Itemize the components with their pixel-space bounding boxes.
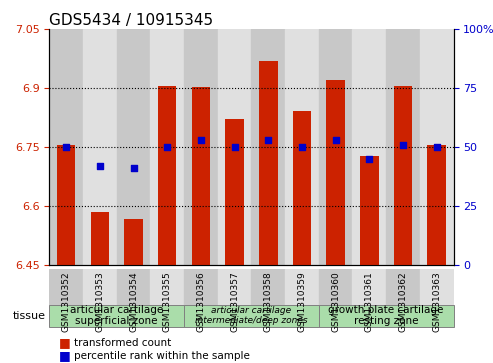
- Bar: [251, 269, 285, 327]
- Bar: [117, 269, 150, 327]
- Text: tissue: tissue: [13, 311, 46, 321]
- Bar: [420, 269, 454, 327]
- Text: GSM1310353: GSM1310353: [95, 272, 105, 332]
- FancyBboxPatch shape: [49, 305, 184, 327]
- Text: transformed count: transformed count: [74, 338, 171, 348]
- Bar: [150, 269, 184, 327]
- Bar: [117, 29, 150, 265]
- Point: [163, 144, 171, 150]
- FancyBboxPatch shape: [319, 305, 454, 327]
- Bar: [285, 29, 319, 265]
- Text: GSM1310356: GSM1310356: [196, 272, 206, 332]
- Text: articular cartilage
superficial zone: articular cartilage superficial zone: [70, 305, 163, 326]
- Bar: [386, 269, 420, 327]
- Bar: [57, 145, 75, 265]
- Text: GSM1310352: GSM1310352: [62, 272, 70, 332]
- Bar: [192, 87, 210, 265]
- Bar: [352, 269, 386, 327]
- Bar: [319, 29, 352, 265]
- Bar: [49, 29, 83, 265]
- Point: [332, 137, 340, 143]
- Bar: [218, 29, 251, 265]
- Bar: [184, 269, 218, 327]
- Text: GDS5434 / 10915345: GDS5434 / 10915345: [49, 13, 213, 28]
- Point: [433, 144, 441, 150]
- Text: percentile rank within the sample: percentile rank within the sample: [74, 351, 250, 361]
- Bar: [225, 119, 244, 265]
- Bar: [91, 212, 109, 265]
- Point: [96, 163, 104, 169]
- Bar: [124, 219, 143, 265]
- Point: [62, 144, 70, 150]
- Text: GSM1310358: GSM1310358: [264, 272, 273, 332]
- Point: [399, 142, 407, 147]
- Point: [130, 165, 138, 171]
- Bar: [293, 111, 311, 265]
- Bar: [218, 269, 251, 327]
- Bar: [184, 29, 218, 265]
- Text: ■: ■: [59, 349, 71, 362]
- Text: articular cartilage
intermediate/deep zones: articular cartilage intermediate/deep zo…: [195, 306, 308, 325]
- FancyBboxPatch shape: [184, 305, 319, 327]
- Text: GSM1310357: GSM1310357: [230, 272, 239, 332]
- Text: GSM1310355: GSM1310355: [163, 272, 172, 332]
- Point: [197, 137, 205, 143]
- Point: [264, 137, 272, 143]
- Text: GSM1310360: GSM1310360: [331, 272, 340, 332]
- Bar: [394, 86, 412, 265]
- Bar: [420, 29, 454, 265]
- Text: GSM1310361: GSM1310361: [365, 272, 374, 332]
- Text: GSM1310359: GSM1310359: [297, 272, 307, 332]
- Bar: [158, 86, 176, 265]
- Text: ■: ■: [59, 337, 71, 350]
- Point: [365, 156, 373, 162]
- Bar: [83, 29, 117, 265]
- Bar: [326, 80, 345, 265]
- Point: [298, 144, 306, 150]
- Bar: [285, 269, 319, 327]
- Text: GSM1310354: GSM1310354: [129, 272, 138, 332]
- Bar: [150, 29, 184, 265]
- Bar: [360, 156, 379, 265]
- Bar: [319, 269, 352, 327]
- Text: GSM1310363: GSM1310363: [432, 272, 441, 332]
- Bar: [83, 269, 117, 327]
- Bar: [259, 61, 278, 265]
- Bar: [49, 269, 83, 327]
- Text: growth plate cartilage
resting zone: growth plate cartilage resting zone: [328, 305, 444, 326]
- Text: GSM1310362: GSM1310362: [398, 272, 408, 332]
- Bar: [352, 29, 386, 265]
- Bar: [251, 29, 285, 265]
- Point: [231, 144, 239, 150]
- Bar: [386, 29, 420, 265]
- Bar: [427, 145, 446, 265]
